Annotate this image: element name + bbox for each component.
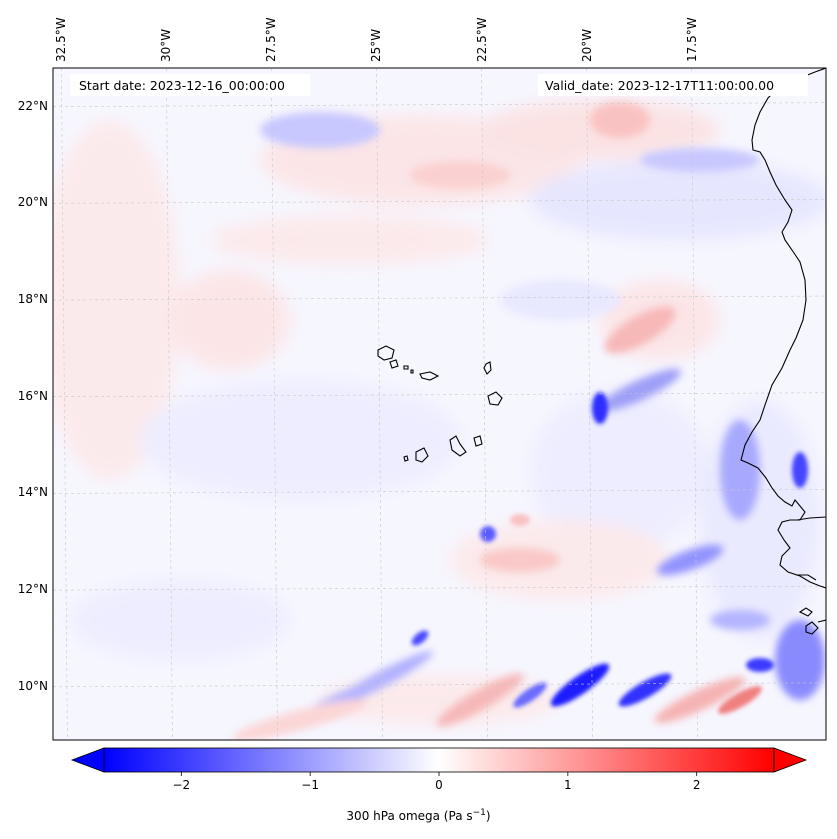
colorbar-label-end: ) [485,809,491,823]
gridline-lon [166,68,173,740]
longitude-label: 25°W [369,28,384,62]
colorbar-label: 300 hPa omega (Pa s−1) [0,808,837,823]
gridline-lon [586,68,593,740]
gridline-lat [53,295,826,301]
colorbar-tick-label: 1 [564,778,572,792]
gridline-lon [691,68,698,740]
colorbar-tick-label: −1 [301,778,319,792]
omega-field [53,68,826,740]
colorbar-tick-label: −2 [172,778,191,792]
gridline-lon [481,68,488,740]
valid-date-text: Valid_date: 2023-12-17T11:00:00.00 [545,78,775,93]
latitude-label: 20°N [17,195,48,210]
start-date-box [70,74,310,96]
colorbar-extend-min [70,747,105,773]
colorbar-extend-max [773,747,808,773]
coastline [377,68,826,635]
gridline-lat [53,102,826,107]
latitude-label: 10°N [17,678,48,693]
longitude-label: 27.5°W [264,17,279,62]
longitude-label: 22.5°W [474,17,489,62]
gridline-lon [271,68,278,740]
colorbar-tick-label: 2 [692,778,701,792]
latitude-label: 12°N [17,582,48,597]
gridline-lon [61,68,68,740]
longitude-label: 32.5°W [54,17,69,62]
gridline-lat [53,682,826,688]
longitude-label: 20°W [579,28,594,62]
colorbar-label-sup: −1 [472,808,486,818]
gridline-lat [53,392,826,398]
latitude-label: 16°N [17,388,48,403]
gridlines [53,68,826,740]
gridline-lat [53,585,826,591]
gridline-lon [376,68,383,740]
colorbar-label-text: 300 hPa omega (Pa s [346,809,473,823]
gridline-lat [53,489,826,494]
colorbar-body [103,747,775,773]
colorbar [70,747,808,776]
colorbar-tick-label: 0 [435,778,443,792]
latitude-label: 18°N [17,292,48,307]
latitude-label: 22°N [17,98,48,113]
valid-date-box [538,74,808,96]
map-frame [52,67,827,741]
colorbar-tickmarks [180,772,698,776]
longitude-label: 17.5°W [684,17,699,62]
gridline-lat [53,199,826,204]
longitude-label: 30°W [159,28,174,62]
start-date-text: Start date: 2023-12-16_00:00:00 [79,78,285,93]
latitude-label: 14°N [17,485,48,500]
